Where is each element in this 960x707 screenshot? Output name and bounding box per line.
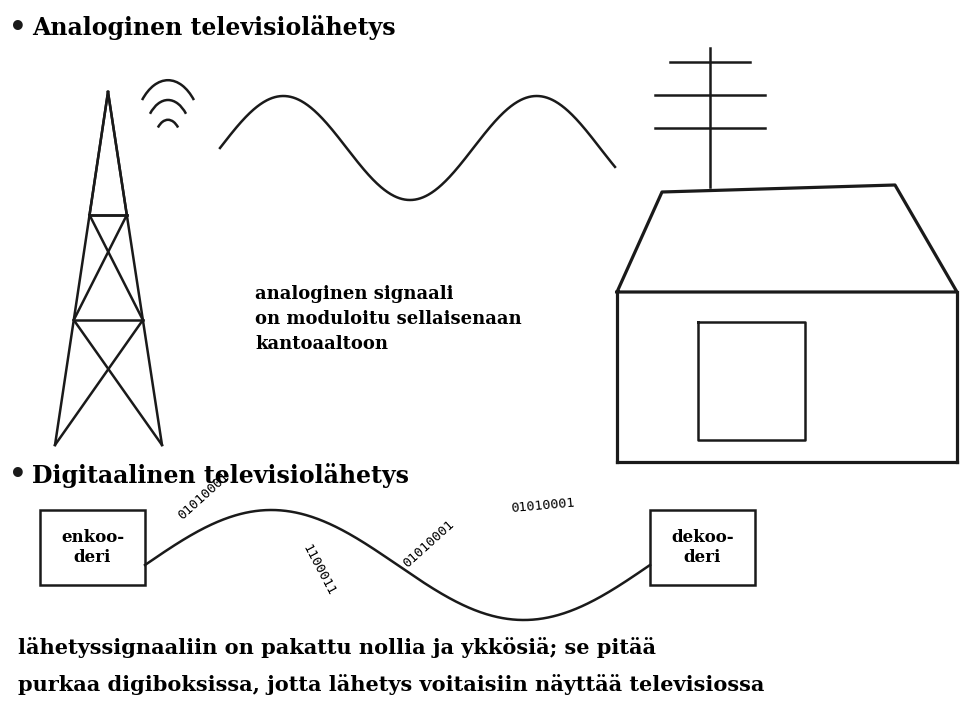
Text: 01010001: 01010001 — [510, 496, 575, 515]
Text: purkaa digiboksissa, jotta lähetys voitaisiin näyttää televisiossa: purkaa digiboksissa, jotta lähetys voita… — [18, 674, 764, 696]
Text: Analoginen televisiolähetys: Analoginen televisiolähetys — [32, 16, 396, 40]
Text: Digitaalinen televisiolähetys: Digitaalinen televisiolähetys — [32, 462, 409, 488]
Text: 01010001: 01010001 — [175, 469, 231, 522]
Text: dekoo-
deri: dekoo- deri — [671, 529, 733, 566]
Text: •: • — [10, 14, 27, 42]
Text: analoginen signaali
on moduloitu sellaisenaan
kantoaaltoon: analoginen signaali on moduloitu sellais… — [255, 285, 521, 353]
Bar — [40, 510, 145, 585]
Bar — [650, 510, 755, 585]
Text: lähetyssignaaliin on pakattu nollia ja ykkösiä; se pitää: lähetyssignaaliin on pakattu nollia ja y… — [18, 638, 656, 658]
Text: enkoo-
deri: enkoo- deri — [60, 529, 124, 566]
Text: 1100011: 1100011 — [300, 542, 338, 598]
Text: 01010001: 01010001 — [400, 518, 456, 570]
Text: •: • — [10, 461, 27, 489]
